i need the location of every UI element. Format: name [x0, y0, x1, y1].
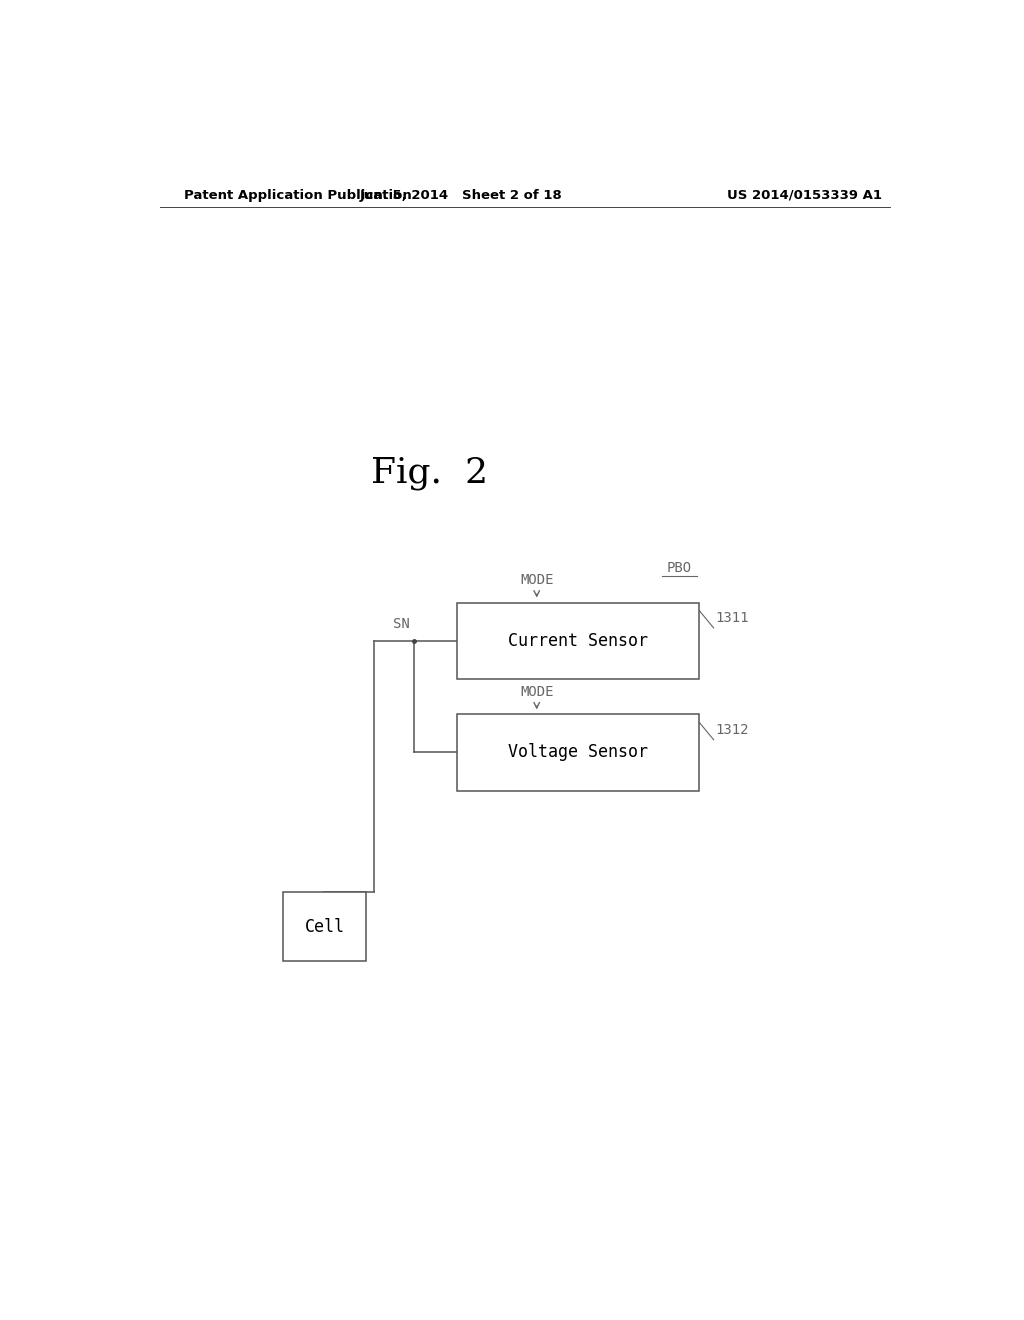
Text: Patent Application Publication: Patent Application Publication — [183, 189, 412, 202]
Text: MODE: MODE — [520, 685, 553, 700]
Text: MODE: MODE — [520, 573, 553, 587]
Bar — [458, 714, 699, 791]
Text: SN: SN — [393, 616, 410, 631]
Text: US 2014/0153339 A1: US 2014/0153339 A1 — [727, 189, 882, 202]
Text: 1312: 1312 — [715, 722, 749, 737]
Text: Voltage Sensor: Voltage Sensor — [508, 743, 648, 762]
Text: PBO: PBO — [667, 561, 692, 576]
Text: 1311: 1311 — [715, 611, 749, 624]
Text: Jun. 5, 2014   Sheet 2 of 18: Jun. 5, 2014 Sheet 2 of 18 — [360, 189, 562, 202]
Text: Current Sensor: Current Sensor — [508, 632, 648, 649]
Text: Fig.  2: Fig. 2 — [371, 457, 488, 491]
Bar — [458, 602, 699, 678]
Text: Cell: Cell — [304, 917, 344, 936]
Bar — [283, 892, 367, 961]
